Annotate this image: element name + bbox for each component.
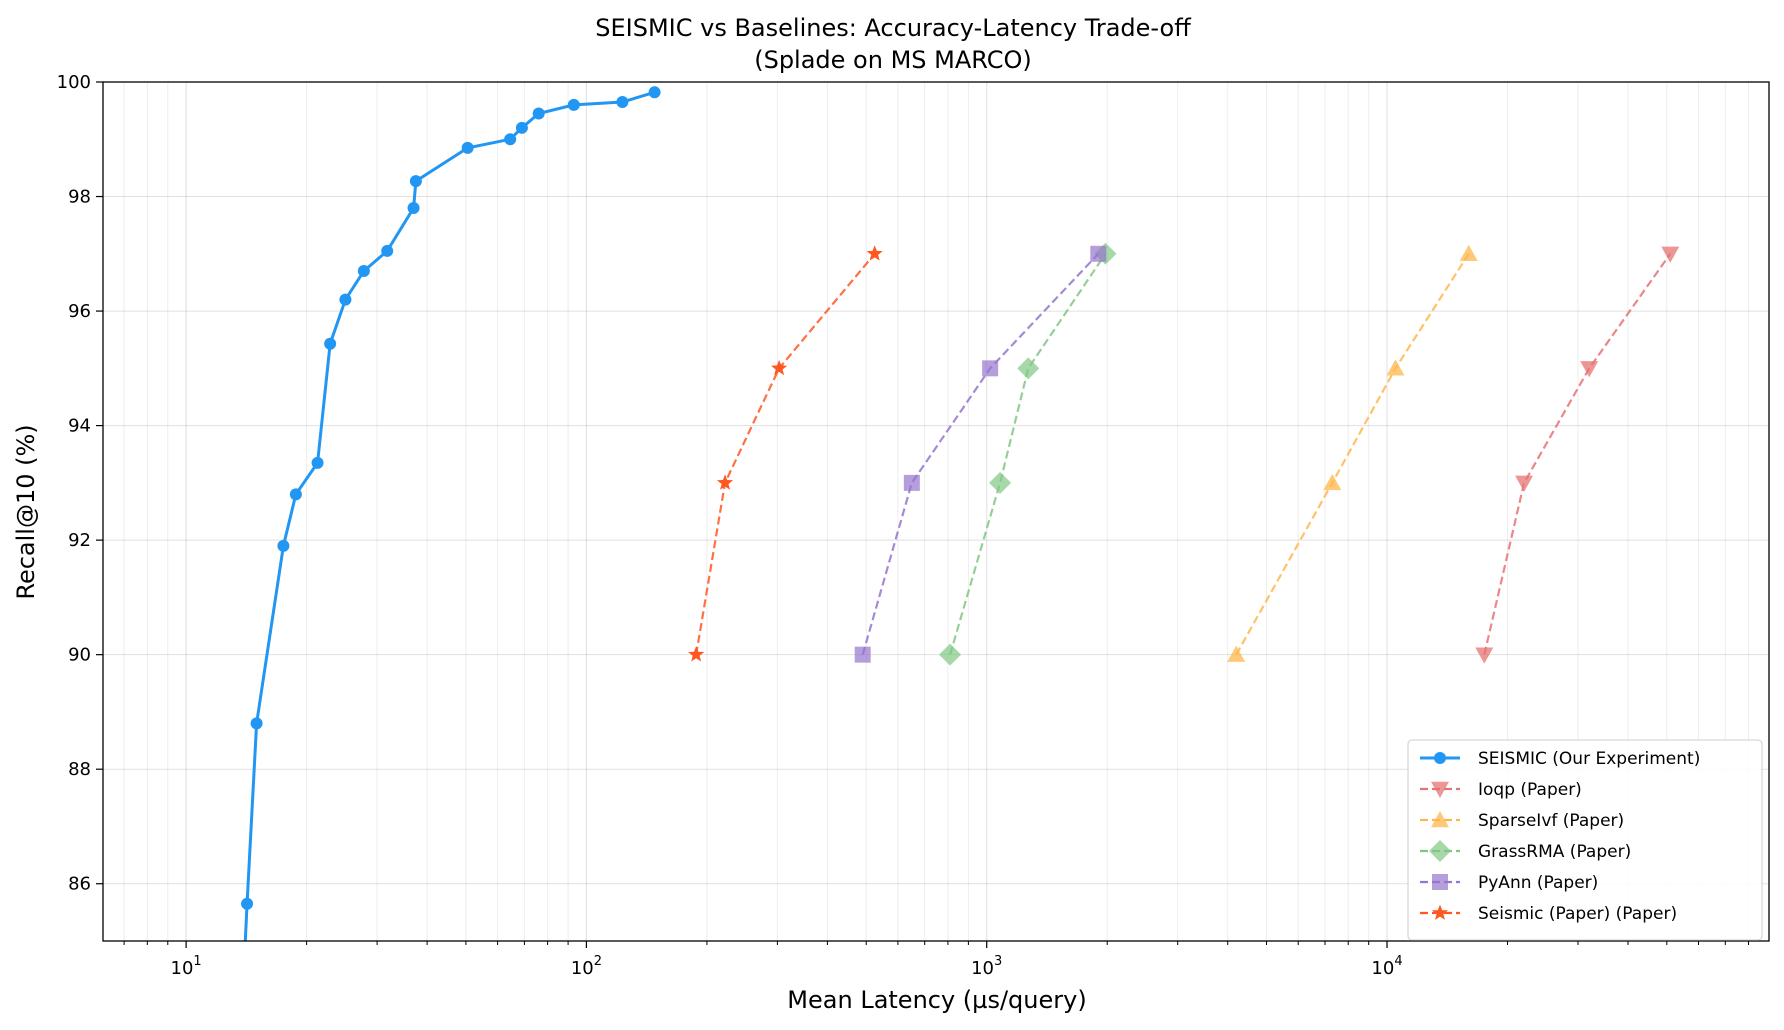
data-point xyxy=(1386,359,1405,376)
data-point xyxy=(716,474,734,490)
legend-item: GrassRMA (Paper) xyxy=(1420,840,1631,862)
x-tick-label: 104 xyxy=(1371,954,1402,979)
data-point xyxy=(616,96,629,109)
legend-label: Seismic (Paper) (Paper) xyxy=(1478,904,1677,924)
data-point xyxy=(939,643,962,666)
data-point xyxy=(289,488,302,501)
series-line xyxy=(695,253,876,655)
data-point xyxy=(567,98,580,111)
legend-marker xyxy=(1431,811,1449,828)
legend-item: SEISMIC (Our Experiment) xyxy=(1420,749,1700,769)
legend: SEISMIC (Our Experiment) Ioqp (Paper) Spar… xyxy=(1407,739,1763,941)
x-tick-label: 102 xyxy=(571,954,602,979)
data-point xyxy=(504,133,517,146)
y-tick-label: 92 xyxy=(68,530,91,551)
data-point xyxy=(854,646,871,663)
y-axis-label: Recall@10 (%) xyxy=(12,424,40,599)
series-line xyxy=(861,253,1100,655)
axes-ticks: 101 102 103 104 86 88 90 92 94 96 98 100 xyxy=(57,72,1750,979)
y-tick-label: 88 xyxy=(68,759,91,780)
data-point xyxy=(237,975,249,987)
data-point xyxy=(324,337,337,350)
data-point xyxy=(461,141,474,154)
data-point xyxy=(1459,244,1478,261)
data-point xyxy=(903,474,920,491)
legend-box xyxy=(1407,739,1763,941)
legend-item: PyAnn (Paper) xyxy=(1420,873,1598,893)
data-point xyxy=(407,201,420,214)
series-3 xyxy=(939,242,1117,666)
data-point xyxy=(1515,475,1534,492)
data-point xyxy=(532,107,545,120)
data-point xyxy=(1475,647,1494,664)
chart-title: SEISMIC vs Baselines: Accuracy-Latency T… xyxy=(595,14,1191,42)
series-2 xyxy=(1227,244,1478,662)
plot-area xyxy=(102,81,1770,942)
legend-label: SEISMIC (Our Experiment) xyxy=(1478,749,1700,769)
data-point xyxy=(648,86,661,99)
legend-marker xyxy=(1434,752,1446,764)
legend-label: PyAnn (Paper) xyxy=(1478,873,1598,893)
legend-marker xyxy=(1431,904,1449,920)
x-tick-label: 101 xyxy=(171,954,202,979)
data-point xyxy=(311,456,324,469)
data-point xyxy=(1323,473,1342,491)
series-line xyxy=(1483,253,1672,655)
data-point xyxy=(866,245,883,261)
series-layer xyxy=(237,86,1680,987)
y-tick-label: 86 xyxy=(68,874,91,895)
legend-item: Seismic (Paper) (Paper) xyxy=(1420,904,1677,924)
series-line xyxy=(949,253,1107,655)
y-tick-label: 90 xyxy=(68,645,91,666)
data-point xyxy=(1017,357,1040,380)
data-point xyxy=(339,293,352,306)
data-point xyxy=(241,897,254,910)
series-1 xyxy=(1475,246,1680,664)
series-0 xyxy=(237,86,661,987)
legend-label: GrassRMA (Paper) xyxy=(1478,842,1631,862)
data-point xyxy=(357,264,370,277)
data-point xyxy=(250,717,263,730)
y-tick-label: 100 xyxy=(57,72,91,93)
data-point xyxy=(515,121,528,134)
legend-marker xyxy=(1431,781,1449,798)
legend-item: Ioqp (Paper) xyxy=(1420,780,1582,800)
data-point xyxy=(1227,645,1246,662)
legend-marker xyxy=(1429,840,1451,862)
data-point xyxy=(989,471,1012,494)
series-4 xyxy=(854,245,1107,663)
data-point xyxy=(688,646,705,662)
data-point xyxy=(1090,245,1107,262)
legend-label: Ioqp (Paper) xyxy=(1478,780,1582,800)
data-point xyxy=(409,175,422,188)
data-point xyxy=(982,360,999,377)
series-line xyxy=(1235,253,1470,656)
data-point xyxy=(1580,361,1599,378)
data-point xyxy=(381,244,394,257)
y-tick-label: 98 xyxy=(68,187,91,208)
data-point xyxy=(277,539,290,552)
series-line xyxy=(243,90,656,941)
data-point xyxy=(771,359,788,376)
y-tick-label: 94 xyxy=(68,416,91,437)
legend-label: SparseIvf (Paper) xyxy=(1478,811,1624,831)
x-axis-label: Mean Latency (µs/query) xyxy=(787,986,1086,1014)
legend-marker xyxy=(1432,874,1448,890)
series-5 xyxy=(688,245,883,662)
legend-item: SparseIvf (Paper) xyxy=(1420,811,1624,831)
y-tick-label: 96 xyxy=(68,301,91,322)
chart-subtitle: (Splade on MS MARCO) xyxy=(754,46,1032,74)
x-tick-label: 103 xyxy=(971,954,1002,979)
data-point xyxy=(1661,246,1680,263)
